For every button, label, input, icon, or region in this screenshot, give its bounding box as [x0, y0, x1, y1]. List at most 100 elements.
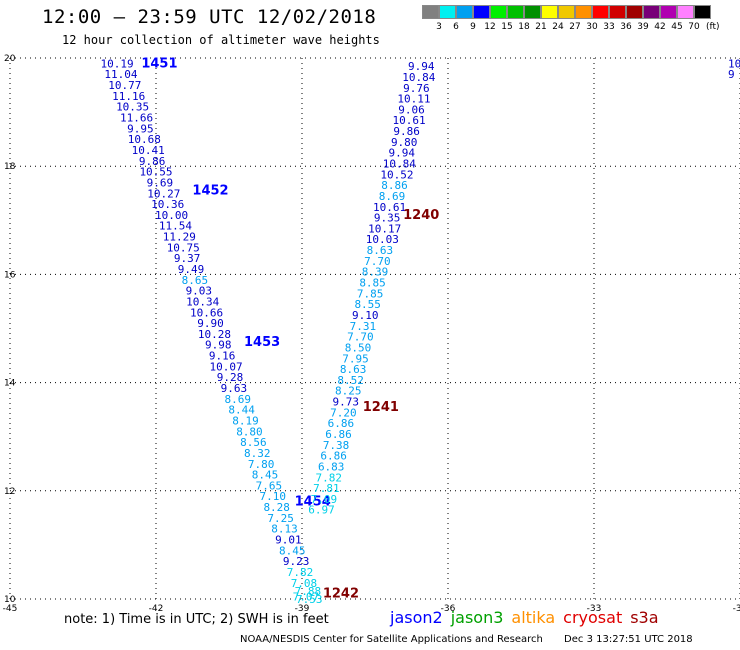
wave-height-value: 8.55: [354, 298, 381, 311]
colorbar-swatch: [456, 5, 473, 19]
pass-label: 1453: [244, 335, 280, 350]
wave-height-value: 8.69: [379, 190, 406, 203]
x-tick-label: -45: [3, 604, 18, 614]
satellite-legend: jason2 jason3 altika cryosat s3a: [390, 608, 667, 627]
wave-height-value: 10.28: [198, 328, 231, 341]
wave-height-value: 8.32: [244, 447, 271, 460]
colorbar-label: 24: [552, 22, 564, 32]
pass-label: 1452: [192, 184, 228, 199]
wave-height-value: 9.63: [221, 382, 248, 395]
timestamp-text: Dec 3 13:27:51 UTC 2018: [564, 634, 693, 645]
y-tick-label: 14: [4, 379, 16, 389]
wave-height-value: 11.54: [159, 220, 192, 233]
wave-height-value: 8.45: [252, 469, 279, 482]
wave-height-value: 10.55: [139, 166, 172, 179]
wave-height-value: 7.70: [347, 331, 374, 344]
wave-height-value: 9.03: [186, 285, 213, 298]
wave-height-value: 6.83: [318, 460, 345, 473]
x-tick-label: -36: [441, 604, 456, 614]
colorbar-label: 6: [453, 22, 459, 32]
wave-height-value: 7.95: [342, 352, 369, 365]
wave-height-value: 7.65: [256, 479, 283, 492]
wave-height-value: 10.00: [155, 209, 188, 222]
colorbar-swatch: [524, 5, 541, 19]
wave-height-value: 10.52: [380, 168, 413, 181]
footnote-text: note: 1) Time is in UTC; 2) SWH is in fe…: [64, 612, 329, 627]
wave-height-value: 10.84: [402, 71, 435, 84]
wave-height-value: 9.28: [217, 371, 244, 384]
x-tick-label: -42: [149, 604, 164, 614]
colorbar-swatch: [677, 5, 694, 19]
colorbar-label: 45: [671, 22, 683, 32]
wave-height-value: 6.86: [328, 417, 355, 430]
wave-height-value: 10.07: [210, 360, 243, 373]
y-tick-label: 16: [4, 270, 16, 280]
wave-height-value: 8.13: [271, 523, 298, 536]
colorbar-swatch: [541, 5, 558, 19]
wave-height-value: 7.31: [350, 320, 377, 333]
colorbar-swatch: [507, 5, 524, 19]
legend-item-cryosat: cryosat: [563, 608, 623, 627]
colorbar-swatch: [575, 5, 592, 19]
footer-credit: NOAA/NESDIS Center for Satellite Applica…: [240, 634, 711, 645]
wave-height-value: 8.50: [345, 341, 372, 354]
wave-height-value: 10.11: [397, 93, 430, 106]
wave-height-value: 8.52: [337, 374, 364, 387]
wave-height-value: 8.19: [232, 414, 259, 427]
wave-height-value: 8.45: [279, 544, 306, 557]
wave-height-value: 9.06: [398, 103, 425, 116]
x-tick-label: -33: [587, 604, 602, 614]
colorbar-label: 33: [603, 22, 615, 32]
wave-height-value: 8.63: [340, 363, 367, 376]
colorbar-swatch: [558, 5, 575, 19]
legend-item-jason2: jason2: [390, 608, 443, 627]
wave-height-value: 10.27: [147, 187, 180, 200]
wave-height-value: 10.68: [128, 133, 161, 146]
wave-height-value: 10.19: [101, 57, 134, 70]
chart-title: 12:00 — 23:59 UTC 12/02/2018: [42, 6, 377, 28]
colorbar-swatch: [439, 5, 456, 19]
edge-value: 10: [728, 57, 740, 70]
wave-height-value: 10.61: [393, 114, 426, 127]
wave-height-value: 7.85: [357, 287, 384, 300]
wave-height-value: 7.20: [330, 406, 357, 419]
wave-height-value: 6.97: [308, 504, 335, 517]
colorbar-label: 9: [470, 22, 476, 32]
wave-height-value: 10.66: [190, 306, 223, 319]
wave-height-value: 8.63: [367, 244, 394, 257]
legend-item-altika: altika: [511, 608, 556, 627]
wave-height-value: 11.29: [163, 231, 196, 244]
colorbar-swatch: [592, 5, 609, 19]
wave-height-value: 10.75: [167, 241, 200, 254]
wave-height-value: 7.82: [287, 566, 314, 579]
y-tick-label: 12: [4, 487, 15, 497]
pass-label: 1454: [295, 495, 331, 510]
colorbar-label: 42: [654, 22, 666, 32]
colorbar-swatch: [694, 5, 711, 19]
colorbar-label: 27: [569, 22, 581, 32]
colorbar-swatch: [626, 5, 643, 19]
wave-height-value: 9.80: [391, 136, 418, 149]
colorbar-swatch: [660, 5, 677, 19]
legend-item-s3a: s3a: [630, 608, 659, 627]
wave-height-value: 9.98: [205, 339, 232, 352]
wave-height-value: 9.16: [209, 350, 236, 363]
colorbar-swatch: [473, 5, 490, 19]
y-tick-label: 20: [4, 54, 16, 64]
wave-height-value: 9.86: [139, 155, 166, 168]
wave-height-value: 9.94: [408, 60, 435, 73]
pass-label: 1241: [363, 400, 399, 415]
wave-height-value: 7.53: [296, 593, 323, 606]
wave-height-value: 10.84: [383, 157, 416, 170]
edge-value: 9: [728, 68, 735, 81]
wave-height-value: 7.25: [267, 512, 294, 525]
wave-height-value: 9.95: [127, 122, 154, 135]
wave-height-value: 9.86: [393, 125, 420, 138]
wave-height-value: 10.34: [186, 295, 219, 308]
colorbar-swatch: [609, 5, 626, 19]
colorbar-label: 39: [637, 22, 649, 32]
wave-height-value: 10.35: [116, 101, 149, 114]
wave-height-value: 9.69: [147, 176, 174, 189]
wave-height-value: 8.85: [359, 277, 386, 290]
wave-height-value: 9.23: [283, 555, 310, 568]
